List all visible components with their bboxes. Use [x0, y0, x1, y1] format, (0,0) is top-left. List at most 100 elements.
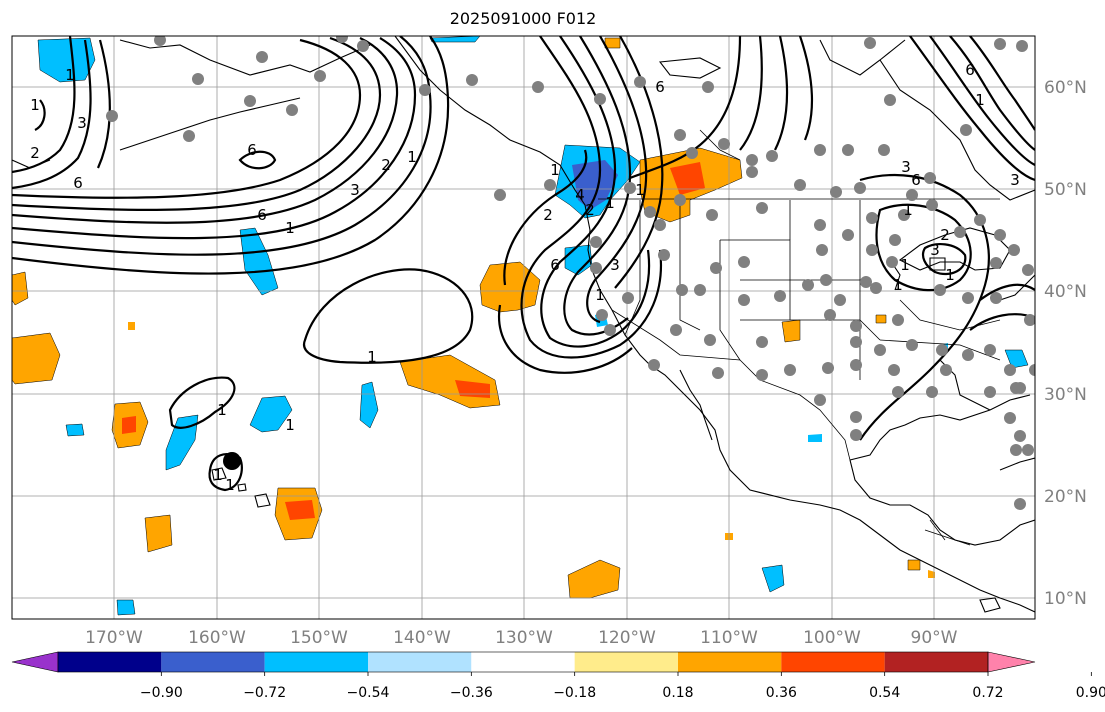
colorbar-tick-label: −0.36 [450, 685, 493, 701]
station-dot [670, 324, 682, 336]
shade-red [285, 500, 315, 520]
station-dot [854, 182, 866, 194]
colorbar-outline [57, 651, 989, 673]
station-dot [866, 212, 878, 224]
colorbar-tick-label: −0.72 [243, 685, 286, 701]
contour-label: 1 [367, 348, 377, 366]
station-dot [892, 386, 904, 398]
shade-orange [479, 261, 541, 313]
station-markers [106, 36, 1035, 510]
station-dot [419, 84, 431, 96]
colorbar-segment [471, 652, 575, 672]
station-dot [850, 429, 862, 441]
station-dot [814, 144, 826, 156]
latitude-label: 60°N [1044, 78, 1087, 98]
station-dot [954, 226, 966, 238]
longitude-label: 170°W [85, 628, 143, 648]
station-dot [820, 274, 832, 286]
station-dot [936, 344, 948, 356]
colorbar-segment [574, 652, 678, 672]
shade-orange [128, 322, 135, 330]
station-dot [994, 38, 1006, 50]
colorbar-tick-label: 0.36 [766, 685, 797, 701]
contour-label: 1 [30, 96, 40, 114]
contour-lines [12, 36, 1035, 492]
contour-label: 1 [407, 148, 417, 166]
coastlines [12, 36, 1035, 613]
station-dot [874, 344, 886, 356]
station-dot [648, 359, 660, 371]
latitude-label: 10°N [1044, 589, 1087, 609]
station-dot [870, 282, 882, 294]
station-dot [892, 314, 904, 326]
colorbar-tick-label: 0.72 [972, 685, 1003, 701]
map-frame [11, 35, 1036, 620]
contour-label: 1 [550, 161, 560, 179]
longitude-label: 100°W [803, 628, 861, 648]
shade-blue [116, 599, 136, 616]
station-dot [814, 394, 826, 406]
station-dot [888, 364, 900, 376]
station-dot [466, 74, 478, 86]
station-dot [850, 336, 862, 348]
contour-label: 1 [217, 401, 227, 419]
longitude-label: 140°W [393, 628, 451, 648]
station-dot [286, 104, 298, 116]
shade-blue [359, 381, 379, 429]
shade-orange [928, 570, 935, 578]
station-dot [974, 214, 986, 226]
contour-label: 6 [257, 206, 267, 224]
positive-anomaly-areas [12, 37, 935, 599]
station-dot [590, 262, 602, 274]
station-dot [784, 364, 796, 376]
station-dot [889, 234, 901, 246]
station-dot [802, 279, 814, 291]
station-dot [864, 37, 876, 49]
station-dot [596, 309, 608, 321]
colorbar-segment [884, 652, 988, 672]
station-dot [1004, 364, 1016, 376]
contour-label: 2 [585, 201, 595, 219]
station-dot [834, 294, 846, 306]
latitude-label: 30°N [1044, 385, 1087, 405]
shade-orange [604, 37, 621, 49]
contour-label: 1 [945, 266, 955, 284]
station-dot [702, 81, 714, 93]
station-dot [830, 186, 842, 198]
station-dot [357, 40, 369, 52]
shade-blue [249, 395, 293, 433]
shade-orange [907, 559, 921, 571]
contour-label: 1 [595, 286, 605, 304]
colorbar-tick-label: 0.54 [869, 685, 900, 701]
contour-label: 1 [975, 91, 985, 109]
station-dot [940, 364, 952, 376]
contour-label: 1 [65, 66, 75, 84]
station-dot [622, 292, 634, 304]
shade-orange [875, 314, 887, 324]
station-dot [154, 36, 166, 46]
map-title: 2025091000 F012 [449, 9, 597, 28]
station-dot [824, 309, 836, 321]
station-dot [674, 129, 686, 141]
station-dot [1022, 264, 1034, 276]
station-dot [336, 36, 348, 43]
contour-label: 6 [655, 78, 665, 96]
station-dot [990, 292, 1002, 304]
station-dot [192, 73, 204, 85]
contour-label: 3 [350, 181, 360, 199]
station-dot [816, 244, 828, 256]
colorbar-extend-max [987, 651, 1036, 673]
station-dot [1022, 444, 1034, 456]
longitude-label: 120°W [598, 628, 656, 648]
shade-orange [781, 319, 801, 343]
station-dot [746, 166, 758, 178]
station-dot [704, 334, 716, 346]
contour-label: 3 [930, 241, 940, 259]
station-dot [738, 294, 750, 306]
contour-label: 2 [30, 144, 40, 162]
station-dot [183, 130, 195, 142]
station-dot [984, 386, 996, 398]
contour-label: 1 [213, 466, 223, 484]
contour-label: 2 [381, 156, 391, 174]
